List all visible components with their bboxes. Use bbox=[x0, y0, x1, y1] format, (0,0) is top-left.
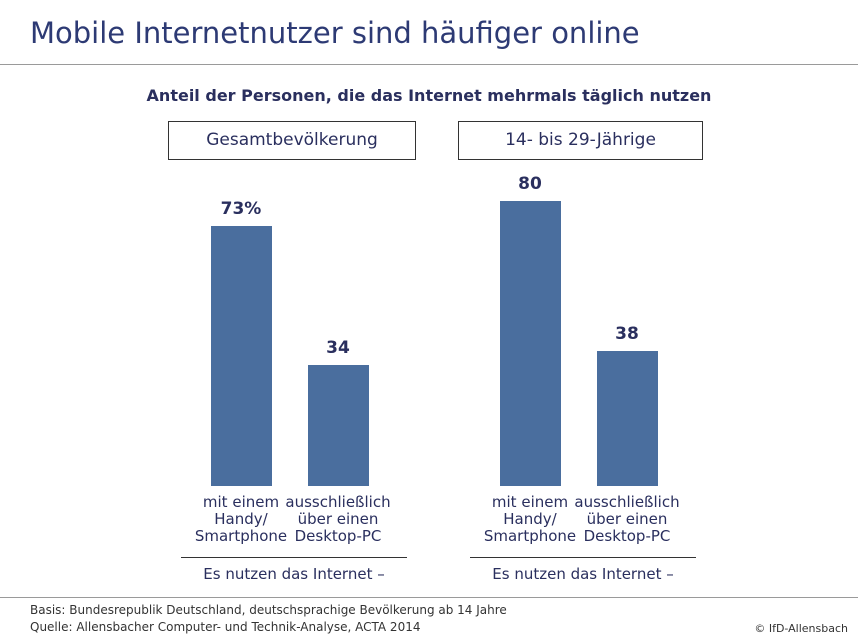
bar bbox=[308, 364, 369, 486]
bar bbox=[597, 350, 658, 486]
group-label: Es nutzen das Internet – bbox=[492, 565, 674, 583]
bar-value-label: 34 bbox=[326, 337, 350, 358]
bar-value-label: 38 bbox=[615, 323, 639, 344]
category-label: mit einem Handy/ Smartphone bbox=[483, 493, 577, 545]
category-label: ausschließlich über einen Desktop-PC bbox=[285, 493, 391, 545]
group-divider bbox=[470, 557, 696, 558]
bar bbox=[500, 201, 561, 486]
footer-basis: Basis: Bundesrepublik Deutschland, deuts… bbox=[30, 603, 507, 617]
copyright: © IfD-Allensbach bbox=[754, 622, 848, 635]
group-label: Es nutzen das Internet – bbox=[203, 565, 385, 583]
category-label: ausschließlich über einen Desktop-PC bbox=[574, 493, 680, 545]
bar-value-label: 73% bbox=[220, 199, 262, 220]
footer-source: Quelle: Allensbacher Computer- und Techn… bbox=[30, 620, 421, 634]
bar bbox=[211, 226, 272, 486]
panel-title: 14- bis 29-Jährige bbox=[458, 121, 703, 160]
category-label: mit einem Handy/ Smartphone bbox=[194, 493, 288, 545]
group-divider bbox=[181, 557, 407, 558]
footer-divider bbox=[0, 597, 858, 598]
page-title: Mobile Internetnutzer sind häufiger onli… bbox=[30, 16, 640, 50]
bar-value-label: 80 bbox=[518, 174, 542, 195]
title-divider bbox=[0, 64, 858, 65]
chart-subtitle: Anteil der Personen, die das Internet me… bbox=[146, 86, 712, 105]
panel-title: Gesamtbevölkerung bbox=[168, 121, 416, 160]
